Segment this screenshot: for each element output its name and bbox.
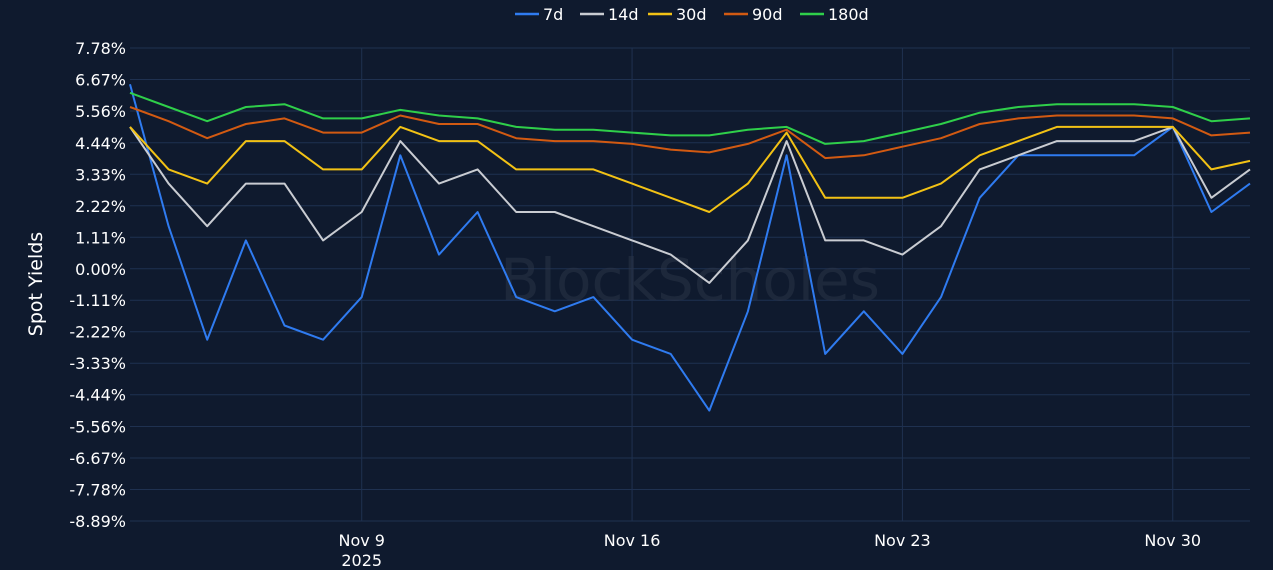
legend-label: 7d bbox=[543, 5, 563, 24]
series-lines bbox=[129, 84, 1251, 412]
y-tick-label: -1.11% bbox=[69, 291, 126, 310]
y-tick-label: -4.44% bbox=[69, 386, 126, 405]
x-tick-label: Nov 30 bbox=[1144, 531, 1201, 550]
y-tick-label: -3.33% bbox=[69, 354, 126, 373]
series-line-90d bbox=[129, 106, 1251, 160]
legend-label: 90d bbox=[752, 5, 783, 24]
y-axis-ticks: 7.78% 6.67% 5.56% 4.44% 3.33% 2.22% 1.11% 0.00%… bbox=[69, 39, 126, 531]
y-tick-label: 4.44% bbox=[75, 134, 126, 153]
legend-label: 180d bbox=[828, 5, 869, 24]
y-tick-label: -6.67% bbox=[69, 449, 126, 468]
y-tick-label: -2.22% bbox=[69, 323, 126, 342]
legend: 7d 14d 30d 90d 180d bbox=[515, 5, 869, 24]
x-tick-label: Nov 23 bbox=[874, 531, 931, 550]
x-tick-sublabel: 2025 bbox=[341, 551, 382, 570]
y-tick-label: 2.22% bbox=[75, 197, 126, 216]
y-tick-label: 6.67% bbox=[75, 70, 126, 89]
grid bbox=[130, 47, 1250, 522]
y-tick-label: 0.00% bbox=[75, 260, 126, 279]
y-axis-label: Spot Yields bbox=[25, 232, 47, 336]
y-tick-label: 1.11% bbox=[75, 228, 126, 247]
y-tick-label: 7.78% bbox=[75, 39, 126, 58]
series-line-30d bbox=[129, 125, 1251, 213]
y-tick-label: -7.78% bbox=[69, 481, 126, 500]
legend-item-30d[interactable]: 30d bbox=[648, 5, 707, 24]
y-tick-label: 5.56% bbox=[75, 102, 126, 121]
series-line-180d bbox=[129, 91, 1251, 145]
legend-item-14d[interactable]: 14d bbox=[580, 5, 639, 24]
legend-label: 14d bbox=[608, 5, 639, 24]
legend-item-90d[interactable]: 90d bbox=[724, 5, 783, 24]
legend-item-180d[interactable]: 180d bbox=[800, 5, 869, 24]
series-line-7d bbox=[129, 84, 1251, 412]
y-tick-label: 3.33% bbox=[75, 165, 126, 184]
legend-label: 30d bbox=[676, 5, 707, 24]
series-line-14d bbox=[129, 125, 1251, 284]
x-tick-label: Nov 16 bbox=[604, 531, 661, 550]
x-tick-label: Nov 9 bbox=[338, 531, 385, 550]
y-tick-label: -8.89% bbox=[69, 512, 126, 531]
y-tick-label: -5.56% bbox=[69, 418, 126, 437]
legend-item-7d[interactable]: 7d bbox=[515, 5, 563, 24]
watermark: BlockScholes bbox=[500, 246, 880, 314]
